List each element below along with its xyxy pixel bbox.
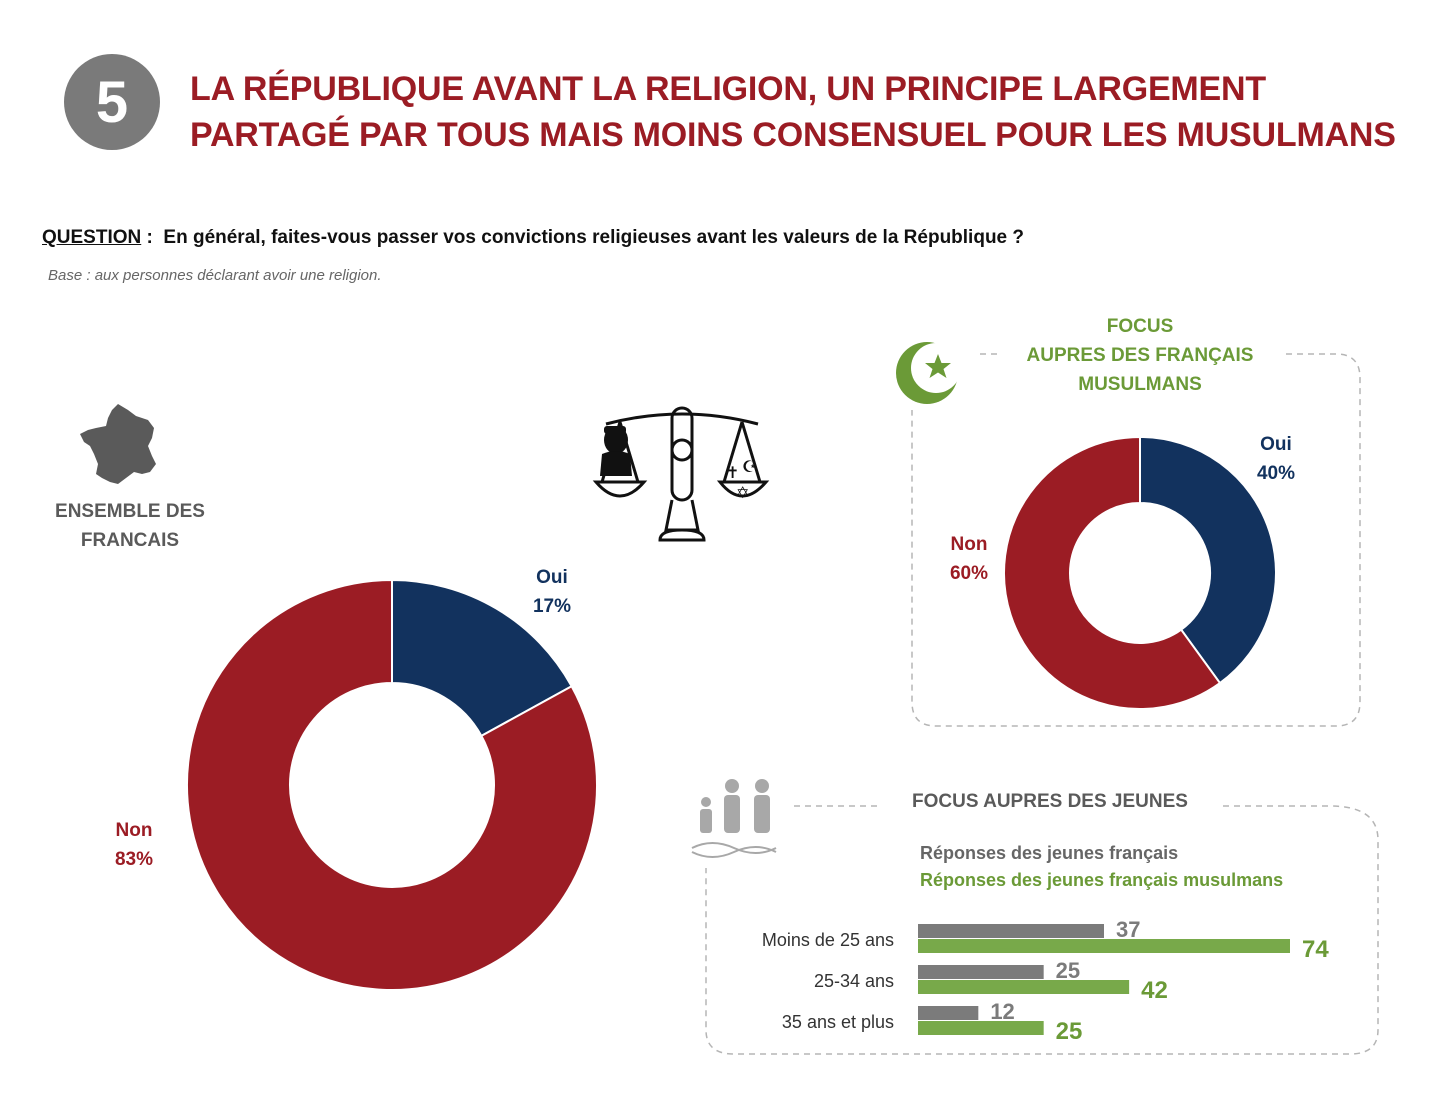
musulmans-oui-label: Oui 40% <box>1236 430 1316 488</box>
ensemble-slice-oui <box>391 578 574 738</box>
france-map-icon <box>80 404 156 484</box>
svg-text:☪: ☪ <box>742 457 756 476</box>
bar-jeunes-musulmans <box>918 939 1290 953</box>
crescent-star-icon <box>896 342 961 404</box>
ensemble-non-value: 83% <box>114 849 154 870</box>
section-number: 5 <box>95 69 129 135</box>
bar-jeunes-musulmans-value: 42 <box>1141 977 1168 1004</box>
ensemble-non-label: Non 83% <box>94 816 174 874</box>
bar-jeunes-francais <box>918 1006 979 1020</box>
page-title: LA RÉPUBLIQUE AVANT LA RELIGION, UN PRIN… <box>190 66 1396 158</box>
muslim-focus-line-1: FOCUS <box>1106 316 1174 337</box>
ensemble-non-name: Non <box>115 820 153 841</box>
ensemble-heading: ENSEMBLE DES FRANCAIS <box>40 497 220 555</box>
donut-ensemble <box>186 578 598 991</box>
bar-jeunes-francais <box>918 924 1104 938</box>
svg-text:✝: ✝ <box>726 463 739 482</box>
musulmans-slice-oui <box>1139 435 1277 685</box>
bar-category-label: Moins de 25 ans <box>762 930 894 950</box>
legend-jeunes-musulmans: Réponses des jeunes français musulmans <box>920 870 1284 890</box>
bar-jeunes-francais-value: 12 <box>990 999 1014 1024</box>
ensemble-oui-name: Oui <box>536 567 568 588</box>
musulmans-non-value: 60% <box>949 563 989 584</box>
balance-scale-icon: ✝ ☪ ✡ <box>592 406 770 542</box>
bar-jeunes-musulmans <box>918 980 1130 994</box>
musulmans-oui-value: 40% <box>1256 463 1296 484</box>
bar-category-label: 35 ans et plus <box>782 1012 894 1032</box>
question-line: QUESTION : En général, faites-vous passe… <box>42 227 1024 249</box>
bar-category-label: 25-34 ans <box>814 971 894 991</box>
bar-jeunes-francais <box>918 965 1044 979</box>
musulmans-non-label: Non 60% <box>929 530 1009 588</box>
section-number-badge: 5 <box>64 54 160 150</box>
generations-icon <box>691 779 777 858</box>
ensemble-oui-label: Oui 17% <box>512 563 592 621</box>
muslim-focus-frame <box>911 353 1361 727</box>
musulmans-oui-name: Oui <box>1260 434 1292 455</box>
legend-jeunes-francais: Réponses des jeunes français <box>920 843 1179 863</box>
question-label: QUESTION <box>42 227 142 248</box>
jeunes-bar-chart: Moins de 25 ans 37 74 25-34 ans 25 42 35 ans e… <box>762 917 1329 1045</box>
question-separator: : <box>141 227 164 248</box>
bar-jeunes-musulmans-value: 25 <box>1056 1018 1083 1045</box>
bar-jeunes-francais-value: 37 <box>1116 917 1140 942</box>
ensemble-oui-value: 17% <box>532 596 572 617</box>
muslim-focus-heading: FOCUS AUPRES DES FRANÇAIS MUSULMANS <box>990 312 1290 399</box>
bar-jeunes-musulmans-value: 74 <box>1302 936 1329 963</box>
ensemble-slice-non <box>186 578 598 991</box>
ensemble-heading-line-2: FRANCAIS <box>80 530 180 551</box>
page-title-line-2: PARTAGÉ PAR TOUS MAIS MOINS CONSENSUEL P… <box>190 116 1396 154</box>
muslim-focus-line-3: MUSULMANS <box>1078 374 1202 395</box>
bar-jeunes-francais-value: 25 <box>1056 958 1080 983</box>
ensemble-heading-line-1: ENSEMBLE DES <box>55 501 205 522</box>
svg-text:✡: ✡ <box>736 483 749 502</box>
base-note: Base : aux personnes déclarant avoir une… <box>48 267 382 284</box>
musulmans-non-name: Non <box>950 534 988 555</box>
question-text: En général, faites-vous passer vos convi… <box>163 227 1025 248</box>
musulmans-slice-non <box>1003 435 1222 710</box>
muslim-focus-line-2: AUPRES DES FRANÇAIS <box>1026 345 1254 366</box>
donut-musulmans <box>1003 435 1277 710</box>
bar-jeunes-musulmans <box>918 1021 1044 1035</box>
page-title-line-1: LA RÉPUBLIQUE AVANT LA RELIGION, UN PRIN… <box>190 70 1266 108</box>
jeunes-focus-heading: FOCUS AUPRES DES JEUNES <box>880 791 1220 813</box>
